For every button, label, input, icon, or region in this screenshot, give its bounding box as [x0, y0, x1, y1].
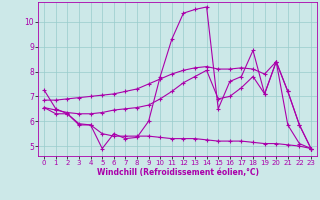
X-axis label: Windchill (Refroidissement éolien,°C): Windchill (Refroidissement éolien,°C): [97, 168, 259, 177]
